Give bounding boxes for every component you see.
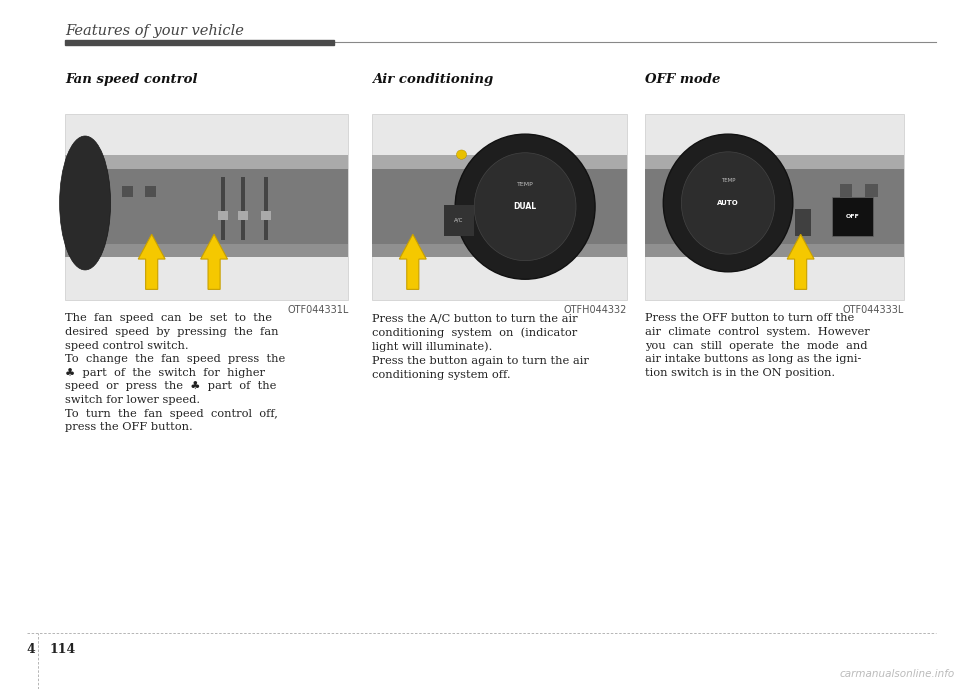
Bar	[122, 186, 133, 197]
Bar	[261, 211, 271, 220]
Polygon shape	[201, 234, 228, 289]
Ellipse shape	[455, 134, 595, 279]
Bar	[372, 114, 627, 300]
Bar	[65, 154, 348, 169]
Bar	[866, 185, 878, 197]
Ellipse shape	[60, 136, 110, 270]
Bar	[241, 177, 245, 240]
Bar	[221, 177, 226, 240]
Text: OTF044333L: OTF044333L	[843, 305, 904, 316]
Bar	[645, 114, 904, 300]
Bar	[839, 185, 852, 197]
Bar	[263, 177, 268, 240]
Bar	[372, 154, 627, 169]
Bar	[645, 244, 904, 257]
Polygon shape	[138, 234, 165, 289]
Bar	[372, 169, 627, 247]
Text: OFF: OFF	[846, 214, 859, 219]
Ellipse shape	[682, 152, 775, 254]
Text: Features of your vehicle: Features of your vehicle	[65, 24, 244, 38]
Bar	[238, 211, 248, 220]
Bar	[372, 244, 627, 257]
Bar	[218, 211, 228, 220]
Text: 114: 114	[50, 643, 76, 655]
Text: OTF044331L: OTF044331L	[287, 305, 348, 316]
Text: TEMP: TEMP	[516, 182, 534, 187]
Text: The  fan  speed  can  be  set  to  the
desired  speed  by  pressing  the  fan
sp: The fan speed can be set to the desired …	[65, 313, 285, 432]
Text: Press the A/C button to turn the air
conditioning  system  on  (indicator
light : Press the A/C button to turn the air con…	[372, 313, 589, 380]
Bar	[645, 154, 904, 169]
Text: DUAL: DUAL	[514, 202, 537, 212]
Ellipse shape	[474, 153, 576, 260]
Ellipse shape	[456, 150, 467, 159]
Bar	[645, 169, 904, 247]
Text: Air conditioning: Air conditioning	[372, 73, 493, 86]
Bar	[796, 209, 811, 236]
Polygon shape	[399, 234, 426, 289]
Bar	[831, 197, 874, 236]
Polygon shape	[787, 234, 814, 289]
Bar	[444, 205, 474, 236]
Text: carmanualsonline.info: carmanualsonline.info	[840, 669, 955, 679]
Text: OTFH044332: OTFH044332	[564, 305, 627, 316]
Bar	[65, 244, 348, 257]
Text: A/C: A/C	[454, 218, 464, 223]
Bar	[65, 169, 348, 247]
Text: TEMP: TEMP	[721, 178, 735, 183]
Bar	[65, 114, 348, 300]
Text: Press the OFF button to turn off the
air  climate  control  system.  However
you: Press the OFF button to turn off the air…	[645, 313, 870, 378]
Ellipse shape	[663, 134, 793, 271]
Bar	[65, 40, 334, 45]
Text: AUTO: AUTO	[717, 200, 739, 206]
Bar	[145, 186, 156, 197]
Text: Fan speed control: Fan speed control	[65, 73, 198, 86]
Text: OFF mode: OFF mode	[645, 73, 721, 86]
Text: 4: 4	[27, 643, 36, 655]
